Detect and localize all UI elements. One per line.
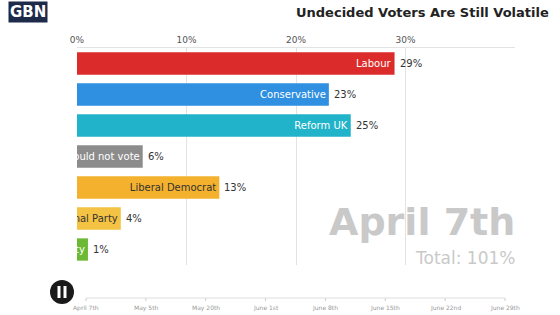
svg-text:June 22nd: June 22nd — [430, 304, 461, 312]
svg-text:June 29th: June 29th — [490, 304, 520, 312]
svg-text:23%: 23% — [334, 89, 356, 100]
svg-text:4%: 4% — [126, 213, 142, 224]
svg-text:10%: 10% — [176, 35, 196, 45]
svg-text:Reform UK: Reform UK — [294, 120, 347, 131]
svg-text:20%: 20% — [286, 35, 306, 45]
svg-text:Would not vote: Would not vote — [77, 151, 140, 162]
svg-text:June 1st: June 1st — [253, 304, 279, 312]
svg-text:Undecided Voters Are Still Vol: Undecided Voters Are Still Volatile — [296, 5, 549, 20]
svg-text:June 15th: June 15th — [370, 304, 400, 312]
svg-text:ional Party: ional Party — [77, 213, 118, 224]
svg-text:1%: 1% — [93, 244, 109, 255]
svg-text:April 7th: April 7th — [329, 200, 515, 244]
svg-text:GBN: GBN — [10, 3, 46, 21]
svg-text:May 5th: May 5th — [134, 304, 158, 312]
svg-text:Total: 101%: Total: 101% — [415, 248, 515, 268]
svg-text:6%: 6% — [148, 151, 164, 162]
svg-text:Liberal Democrat: Liberal Democrat — [130, 182, 216, 193]
svg-text:29%: 29% — [400, 58, 422, 69]
svg-text:Conservative: Conservative — [260, 89, 326, 100]
svg-text:Labour: Labour — [356, 58, 392, 69]
svg-text:0%: 0% — [70, 35, 85, 45]
svg-text:May 20th: May 20th — [192, 304, 220, 312]
svg-text:13%: 13% — [224, 182, 246, 193]
svg-text:30%: 30% — [395, 35, 415, 45]
svg-text:ty: ty — [77, 244, 85, 255]
svg-text:25%: 25% — [356, 120, 378, 131]
svg-text:June 8th: June 8th — [312, 304, 338, 312]
svg-text:April 7th: April 7th — [73, 304, 99, 312]
